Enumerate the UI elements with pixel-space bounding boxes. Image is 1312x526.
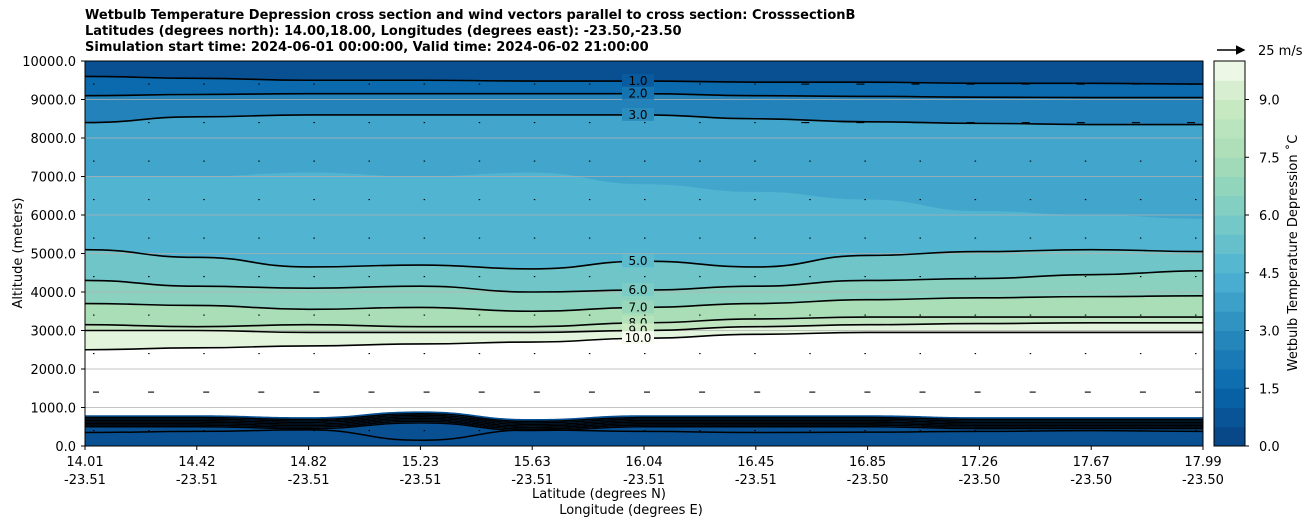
x-axis-label-latitude: Latitude (degrees N) (532, 487, 666, 502)
x-tick-label-lon: -23.50 (1182, 473, 1224, 488)
y-tick-label: 6000.0 (31, 209, 77, 224)
surface-contour-line (85, 419, 1203, 429)
y-tick-label: 9000.0 (31, 94, 77, 109)
colorbar-segment (1214, 138, 1245, 158)
x-tick-label-lon: -23.51 (176, 473, 218, 488)
colorbar-segment (1214, 215, 1245, 235)
surface-contour-line (85, 412, 1203, 423)
contour-lines: 1.02.03.05.06.07.08.09.010.0 (85, 74, 1203, 351)
colorbar-segment (1214, 330, 1245, 351)
axes: 0.0 1000.0 2000.0 3000.0 4000.0 5000.0 6000.0 7… (22, 55, 1224, 488)
x-tick-label-lat: 14.01 (66, 455, 103, 470)
colorbar-label: Wetbulb Temperature Depression ˚C (1285, 135, 1301, 372)
x-tick-label-lat: 15.63 (514, 455, 551, 470)
x-tick-label-lat: 15.23 (402, 455, 439, 470)
x-tick-label-lon: -23.50 (847, 473, 889, 488)
colorbar-segment (1214, 195, 1245, 216)
contour-label-bg (622, 300, 654, 314)
x-tick-label-lat: 16.85 (849, 455, 886, 470)
colorbar-tick-label: 3.0 (1259, 325, 1280, 340)
x-tick-label-lat: 14.42 (178, 455, 215, 470)
x-tick-label-lon: -23.51 (64, 473, 106, 488)
colorbar-frame (1213, 60, 1246, 447)
colorbar-segment (1214, 292, 1245, 312)
colorbar-segment (1214, 234, 1245, 254)
colorbar-segment (1214, 349, 1245, 370)
y-axis-label: Altitude (meters) (11, 198, 26, 309)
y-tick-label: 1000.0 (31, 402, 77, 417)
y-tick-label: 4000.0 (31, 286, 77, 301)
colorbar: 0.0 1.5 3.0 4.5 6.0 7.5 9.0 (1213, 60, 1280, 455)
surface-contour-line (85, 417, 1203, 427)
x-tick-label-lat: 17.67 (1073, 455, 1110, 470)
contour-fill-band (85, 61, 1203, 85)
colorbar-segment (1214, 253, 1245, 274)
y-tick-label: 10000.0 (22, 55, 76, 70)
colorbar-segment (1214, 388, 1245, 408)
colorbar-segment (1214, 157, 1245, 177)
contour-label-bg (622, 74, 654, 88)
x-tick-label-lon: -23.51 (288, 473, 330, 488)
colorbar-segment (1214, 61, 1245, 81)
surface-contour-line (85, 414, 1203, 424)
surface-contour-line (85, 429, 1203, 441)
y-tick-label: 3000.0 (31, 325, 77, 340)
contour-label: 5.0 (628, 254, 647, 268)
x-axis-label-longitude: Longitude (degrees E) (559, 503, 703, 518)
x-tick-label-lat: 17.99 (1184, 455, 1221, 470)
wind-vectors (93, 83, 1201, 432)
colorbar-segment (1214, 272, 1245, 293)
filled-contours (85, 61, 1203, 446)
colorbar-tick-label: 9.0 (1259, 94, 1280, 109)
y-tick-label: 5000.0 (31, 248, 77, 263)
colorbar-segment (1214, 369, 1245, 389)
colorbar-segment (1214, 176, 1245, 197)
colorbar-tick-label: 1.5 (1259, 382, 1280, 397)
contour-label: 1.0 (628, 74, 647, 88)
y-tick-label: 0.0 (55, 440, 76, 455)
contour-label-bg (622, 107, 654, 121)
colorbar-segment (1214, 99, 1245, 120)
contour-label-bg (622, 86, 654, 100)
contour-label: 10.0 (625, 331, 652, 345)
x-tick-label-lon: -23.50 (1070, 473, 1112, 488)
y-tick-label: 7000.0 (31, 171, 77, 186)
colorbar-segment (1214, 426, 1245, 447)
x-tick-label-lon: -23.51 (511, 473, 553, 488)
y-tick-label: 8000.0 (31, 132, 77, 147)
x-tick-label-lon: -23.51 (399, 473, 441, 488)
x-tick-label-lat: 17.26 (961, 455, 998, 470)
title-line-2: Latitudes (degrees north): 14.00,18.00, … (85, 24, 682, 39)
title-line-1: Wetbulb Temperature Depression cross sec… (85, 8, 856, 23)
colorbar-segment (1214, 407, 1245, 428)
title-line-3: Simulation start time: 2024-06-01 00:00:… (85, 40, 649, 55)
colorbar-tick-label: 7.5 (1259, 151, 1280, 166)
contour-label: 3.0 (628, 108, 647, 122)
surface-contour-line (85, 420, 1203, 430)
quiver-key-label: 25 m/s (1258, 44, 1303, 59)
contour-label-bg (622, 331, 654, 345)
surface-contour-line (85, 422, 1203, 432)
colorbar-tick-label: 0.0 (1259, 440, 1280, 455)
colorbar-segment (1214, 311, 1245, 331)
contour-label-bg (622, 254, 654, 268)
colorbar-segment (1214, 118, 1245, 139)
colorbar-segment (1214, 80, 1245, 100)
chart-title: Wetbulb Temperature Depression cross sec… (85, 8, 855, 56)
x-tick-label-lat: 14.82 (290, 455, 327, 470)
contour-label: 6.0 (628, 283, 647, 297)
y-tick-label: 2000.0 (31, 363, 77, 378)
contour-label: 2.0 (628, 87, 647, 101)
x-tick-label-lon: -23.51 (623, 473, 665, 488)
contour-label: 7.0 (628, 300, 647, 314)
x-tick-label-lon: -23.51 (735, 473, 777, 488)
colorbar-tick-label: 4.5 (1259, 267, 1280, 282)
x-tick-label-lat: 16.04 (625, 455, 662, 470)
contour-label-bg (622, 283, 654, 297)
x-tick-label-lat: 16.45 (737, 455, 774, 470)
surface-contour-line (85, 416, 1203, 426)
x-tick-label-lon: -23.50 (958, 473, 1000, 488)
colorbar-tick-label: 6.0 (1259, 209, 1280, 224)
